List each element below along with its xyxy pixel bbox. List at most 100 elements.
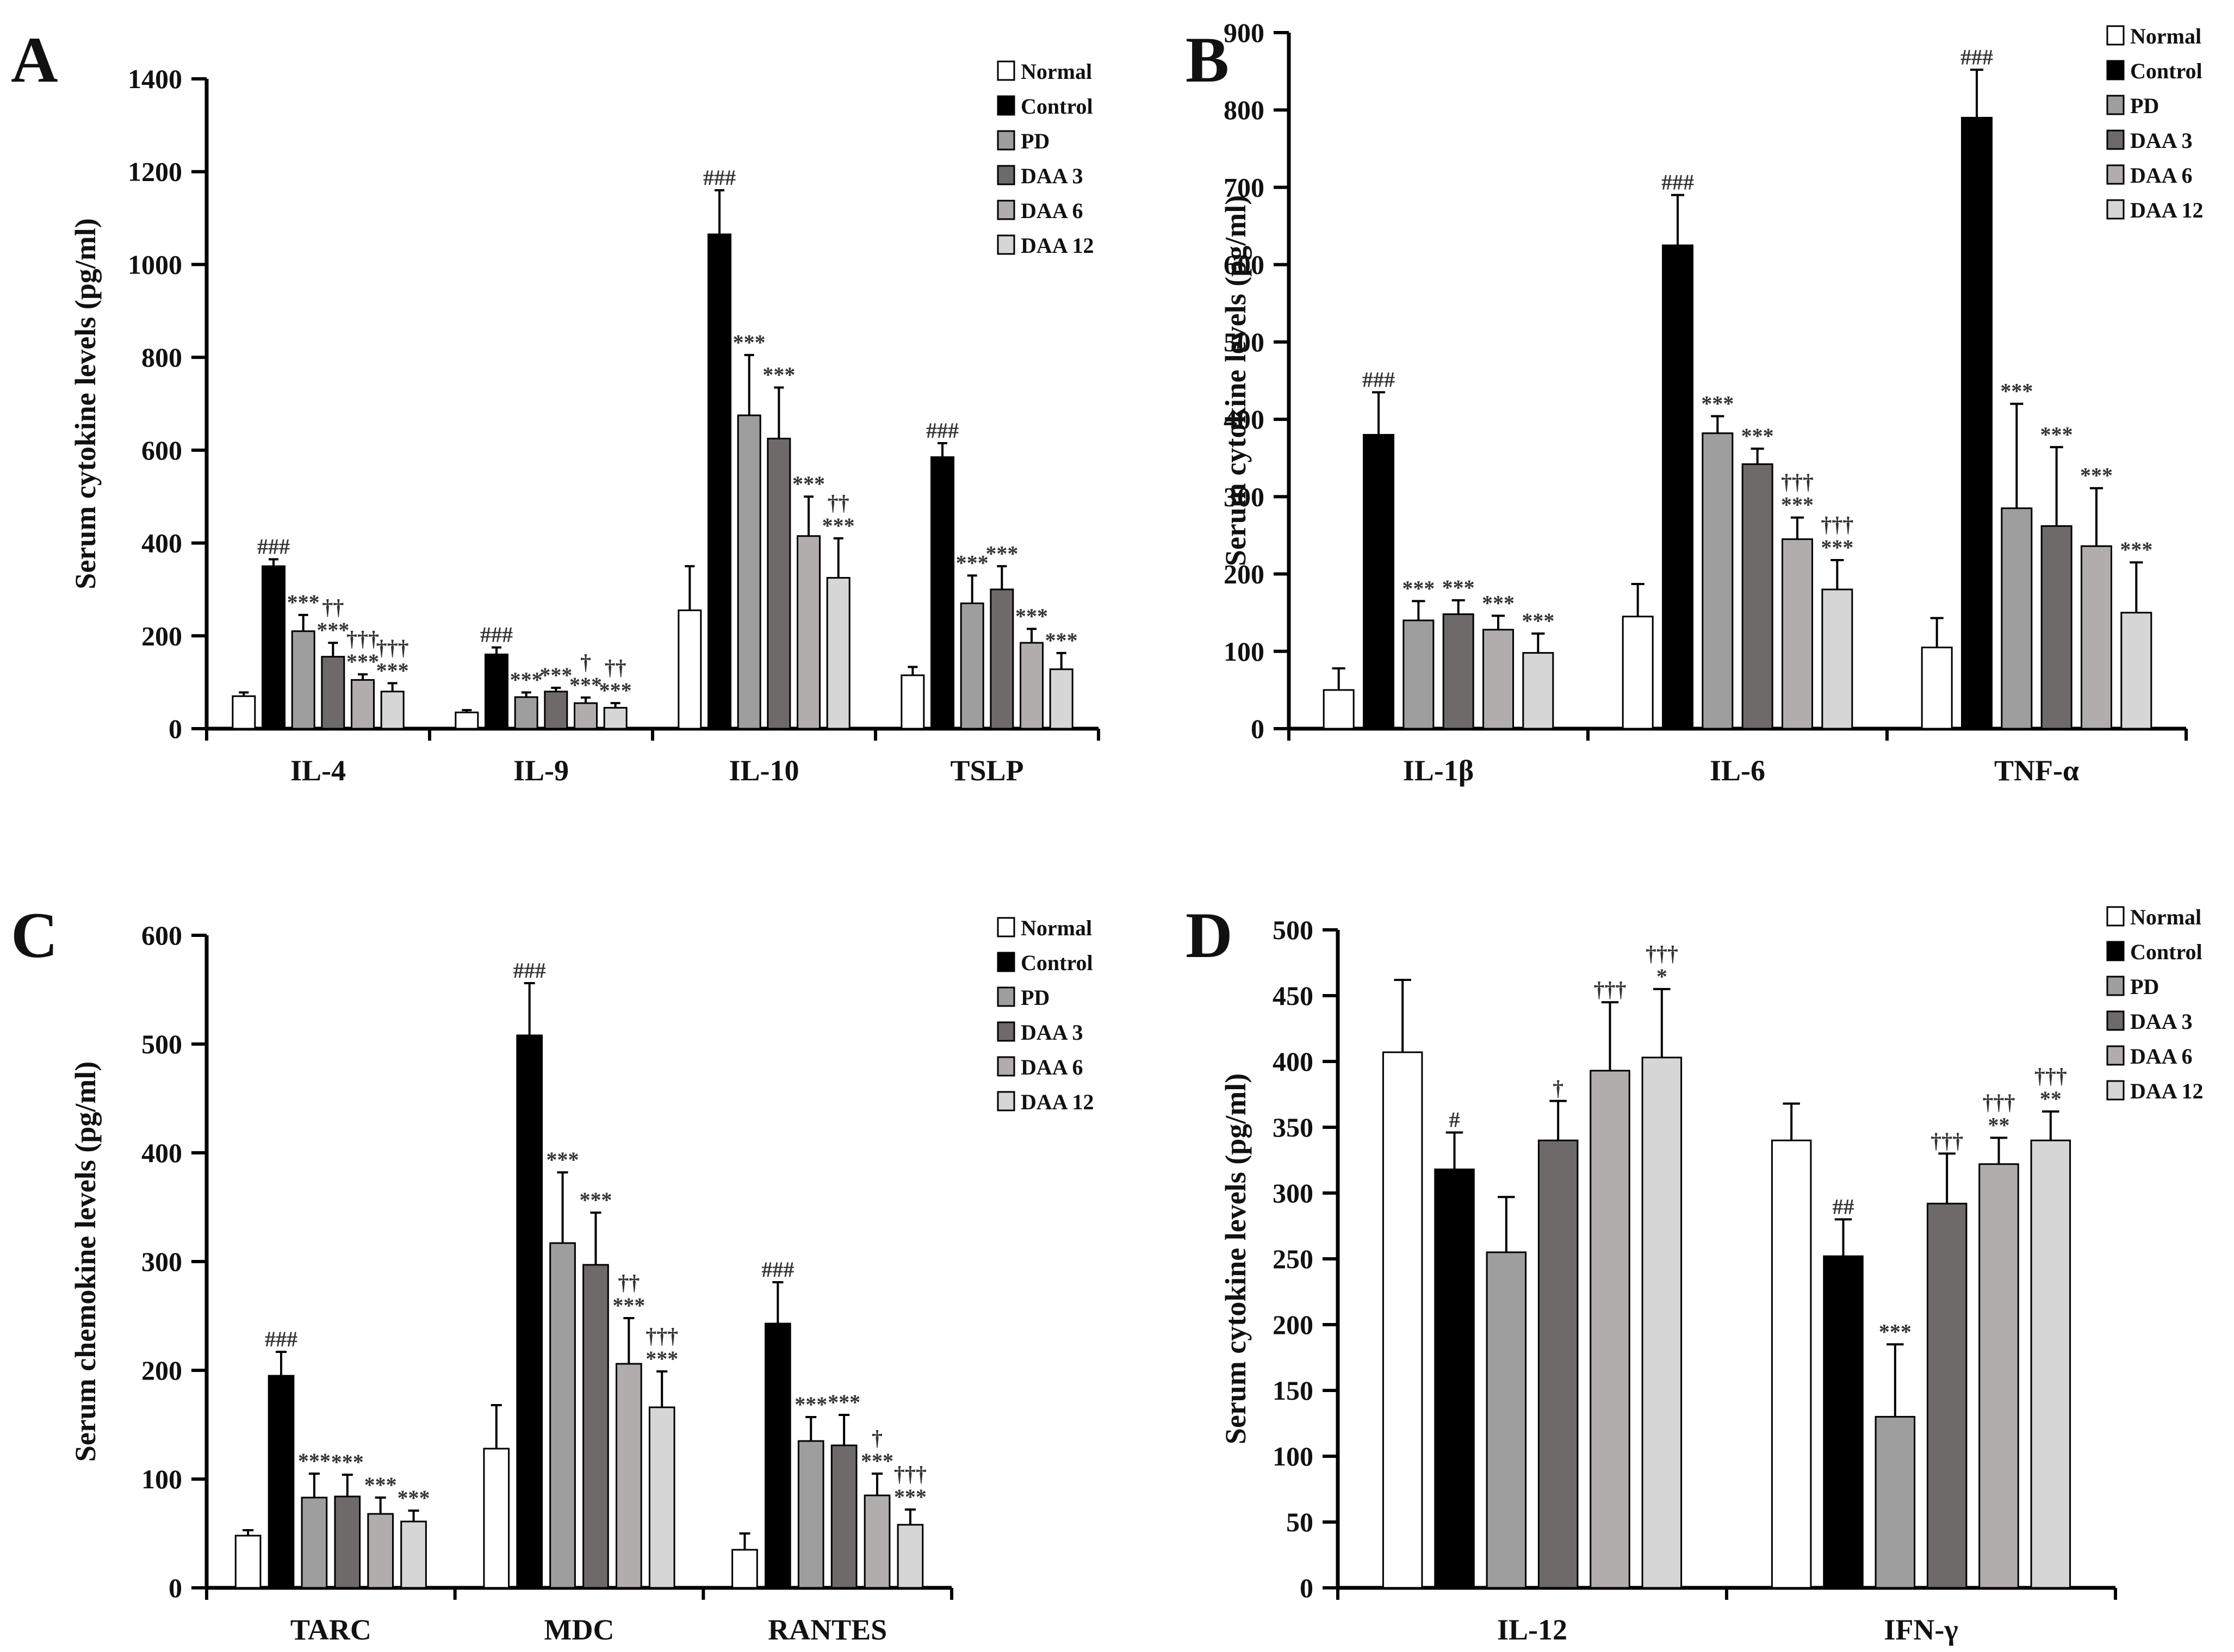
significance-label: ††† bbox=[1781, 470, 1814, 494]
panel-c: C 0 100 200 300 400 500 600 Serum chemokine leve… bbox=[11, 899, 1094, 1646]
bar bbox=[731, 1549, 758, 1589]
significance-label: *** bbox=[287, 590, 320, 614]
legend-label: DAA 3 bbox=[1021, 1020, 1083, 1045]
bar bbox=[678, 609, 702, 730]
significance-label: *** bbox=[822, 513, 855, 538]
legend-swatch bbox=[997, 917, 1015, 937]
significance-label: *** bbox=[579, 1188, 612, 1212]
y-tick-label: 800 bbox=[141, 342, 182, 372]
bar bbox=[262, 565, 286, 730]
bar bbox=[1702, 432, 1734, 730]
significance-label: *** bbox=[956, 550, 989, 575]
bar bbox=[648, 1406, 675, 1589]
bar bbox=[901, 674, 925, 730]
y-tick-label: 500 bbox=[1224, 327, 1264, 357]
bar bbox=[2030, 1139, 2071, 1589]
bar bbox=[1323, 689, 1355, 730]
legend-label: DAA 12 bbox=[1021, 1090, 1094, 1114]
x-category-label: IL-1β bbox=[1403, 754, 1474, 787]
x-category-label: TNF-α bbox=[1994, 754, 2079, 787]
significance-label: ### bbox=[1960, 45, 1993, 69]
bar bbox=[797, 1440, 824, 1589]
y-tick-label: 0 bbox=[169, 713, 182, 744]
significance-label: ††† bbox=[894, 1462, 927, 1486]
bar bbox=[1020, 642, 1044, 730]
significance-label: *** bbox=[1879, 1319, 1912, 1344]
significance-label: ††† bbox=[1646, 941, 1678, 966]
y-tick-label: 100 bbox=[141, 1464, 182, 1494]
bar bbox=[1641, 1057, 1683, 1589]
legend-swatch bbox=[2106, 976, 2125, 996]
bar bbox=[232, 695, 256, 730]
significance-label: *** bbox=[828, 1390, 860, 1414]
bar bbox=[1482, 629, 1514, 730]
legend-label: Normal bbox=[2130, 905, 2201, 929]
bar bbox=[321, 656, 345, 730]
x-category-label: MDC bbox=[544, 1613, 615, 1646]
significance-label: ### bbox=[513, 958, 546, 983]
bar bbox=[549, 1242, 576, 1589]
bar bbox=[1622, 616, 1654, 730]
significance-label: *** bbox=[1821, 535, 1853, 560]
legend-label: DAA 6 bbox=[1021, 198, 1083, 223]
legend-swatch bbox=[997, 1056, 1015, 1077]
bar bbox=[1821, 588, 1853, 730]
panel-letter: B bbox=[1186, 23, 1229, 96]
significance-label: *** bbox=[317, 618, 349, 642]
significance-label: ### bbox=[480, 623, 513, 647]
x-category-label: TARC bbox=[290, 1613, 371, 1646]
significance-label: *** bbox=[985, 541, 1018, 566]
legend-label: DAA 3 bbox=[2130, 1009, 2192, 1034]
y-tick-label: 200 bbox=[1273, 1309, 1313, 1340]
bar bbox=[1823, 1255, 1864, 1589]
y-tick-label: 1000 bbox=[128, 249, 182, 280]
significance-label: *** bbox=[1402, 576, 1435, 600]
y-tick-label: 150 bbox=[1273, 1375, 1313, 1406]
significance-label: †† bbox=[828, 490, 849, 515]
significance-label: *** bbox=[547, 1147, 579, 1172]
bar bbox=[897, 1524, 924, 1589]
bar bbox=[574, 702, 598, 730]
legend-swatch bbox=[2106, 25, 2125, 46]
y-tick-label: 400 bbox=[141, 528, 182, 558]
y-tick-label: 700 bbox=[1224, 172, 1264, 202]
significance-label: *** bbox=[792, 471, 825, 496]
significance-label: *** bbox=[1015, 604, 1048, 628]
bar bbox=[1382, 1051, 1423, 1589]
legend-label: DAA 3 bbox=[2130, 128, 2192, 153]
legend-swatch bbox=[997, 1091, 1015, 1111]
significance-label: *** bbox=[762, 363, 795, 387]
legend-label: DAA 12 bbox=[2130, 1079, 2203, 1103]
bar bbox=[1662, 244, 1693, 730]
bar bbox=[765, 1322, 791, 1589]
bar bbox=[1741, 463, 1773, 730]
legend-swatch bbox=[2106, 95, 2125, 115]
y-tick-label: 1200 bbox=[128, 157, 182, 187]
panel-letter: A bbox=[11, 23, 58, 96]
bar bbox=[1442, 613, 1474, 730]
significance-label: *** bbox=[861, 1449, 893, 1473]
legend-label: Control bbox=[2130, 59, 2202, 83]
bar bbox=[334, 1495, 361, 1589]
y-tick-label: 600 bbox=[141, 435, 182, 465]
legend-swatch bbox=[2106, 129, 2125, 150]
significance-label: *** bbox=[2000, 379, 2033, 403]
bar bbox=[1961, 116, 1993, 730]
significance-label: ### bbox=[265, 1327, 297, 1351]
significance-label: ### bbox=[1362, 367, 1395, 392]
y-tick-label: 300 bbox=[1273, 1178, 1313, 1208]
legend-label: Normal bbox=[1021, 916, 1092, 940]
bar bbox=[1590, 1070, 1630, 1589]
legend-label: PD bbox=[2130, 94, 2159, 118]
significance-label: *** bbox=[569, 673, 602, 697]
bar bbox=[826, 577, 851, 730]
x-category-label: IL-9 bbox=[513, 754, 569, 787]
legend-label: DAA 6 bbox=[2130, 163, 2192, 188]
significance-label: *** bbox=[2080, 463, 2113, 488]
legend-swatch bbox=[2106, 164, 2125, 185]
significance-label: *** bbox=[894, 1485, 927, 1509]
legend-swatch bbox=[997, 234, 1015, 255]
significance-label: *** bbox=[376, 658, 409, 682]
panel-letter: D bbox=[1186, 899, 1233, 971]
